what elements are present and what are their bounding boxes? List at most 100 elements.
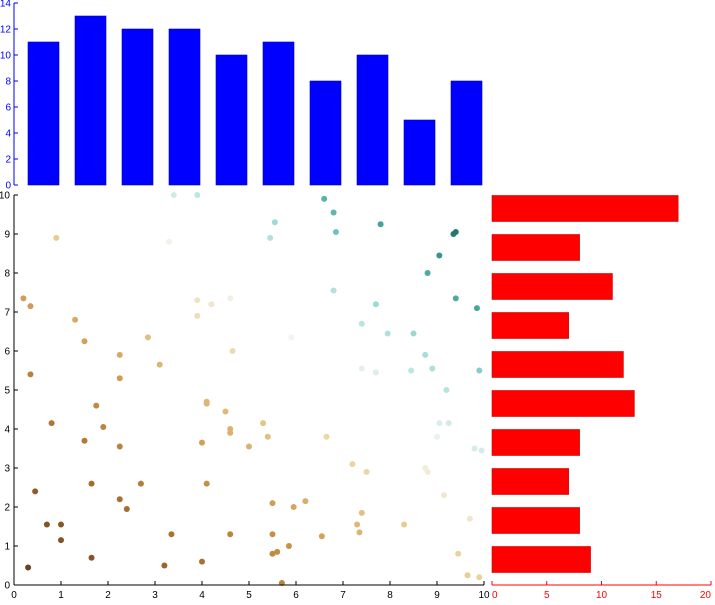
right-histogram-x-tick-label: 15 [651,590,663,600]
scatter-point [441,492,448,499]
right-histogram-bar [491,546,591,573]
top-histogram-y-tick-label: 8 [5,77,11,88]
top-histogram-bar [309,80,342,186]
right-histogram-bar [491,234,580,261]
scatter-point [123,505,130,512]
scatter-point [318,533,325,540]
scatter-point [356,529,363,536]
scatter-point [269,550,276,557]
scatter-point [323,433,330,440]
right-histogram-x-tick-label: 0 [492,590,498,600]
scatter-point [471,445,478,452]
scatter-x-tick-label: 7 [340,590,346,600]
scatter-point [410,330,417,337]
scatter-point [32,488,39,495]
scatter-point [43,521,50,528]
right-histogram-bar [491,429,580,456]
scatter-x-tick-label: 4 [199,590,205,600]
scatter-point [358,365,365,372]
scatter-point [349,461,356,468]
scatter-point [227,295,234,302]
scatter-point [116,351,123,358]
scatter-point [81,338,88,345]
top-histogram-bar [450,80,483,186]
scatter-x-tick-label: 9 [434,590,440,600]
scatter-x-tick-label: 8 [387,590,393,600]
top-histogram-y-tick-label: 2 [5,155,11,166]
scatter-point [321,195,328,202]
scatter-point [285,543,292,549]
scatter-point [354,521,361,528]
right-histogram-bar [491,312,569,339]
scatter-point [161,562,168,569]
scatter-point [222,408,229,415]
scatter-y-tick-label: 6 [4,347,10,358]
scatter-point [100,424,107,431]
right-histogram-x-tick-label: 20 [700,590,712,600]
scatter-point [53,234,60,241]
scatter-point [203,480,210,487]
scatter-point [436,420,443,427]
top-histogram-bar [74,15,107,186]
scatter-point [170,192,177,198]
scatter-point [452,229,459,236]
right-histogram-bar [491,195,679,222]
scatter-point [372,369,379,376]
scatter-point [144,334,151,341]
scatter-point [424,270,431,276]
top-histogram-bar [27,41,60,186]
scatter-point [269,500,276,507]
top-histogram-y-tick-label: 6 [5,103,11,114]
right-histogram-bar [491,507,580,534]
top-histogram-y-tick-label: 0 [5,181,11,192]
scatter-y-tick-label: 2 [4,503,10,514]
scatter-point [227,429,234,436]
scatter-point [27,371,34,378]
scatter-point [88,480,95,487]
scatter-plot: 0 1 2 3 4 5 6 7 8 9 10 0 1 2 3 4 5 6 7 8 9 10 [0,191,490,602]
scatter-point [58,521,64,528]
top-histogram-y-tick-label: 12 [0,25,11,36]
top-histogram-bar [356,54,389,186]
scatter-point [246,443,252,450]
right-histogram-bar [491,390,635,417]
scatter-point [422,351,429,358]
scatter-point [194,297,201,304]
scatter-point [436,252,443,259]
scatter-x-tick-label: 1 [58,590,64,600]
top-histogram-bar [121,28,154,186]
scatter-point [443,387,450,393]
scatter-point [166,238,173,245]
scatter-point [93,402,100,409]
scatter-x-tick-label: 6 [293,590,299,600]
scatter-x-tick-label: 10 [478,590,490,600]
scatter-point [269,531,276,538]
scatter-point [452,295,459,302]
right-histogram: 0 5 10 15 20 [491,195,712,601]
right-histogram-bar [491,351,624,378]
scatter-point [260,420,267,427]
top-histogram: 0 2 4 6 8 10 12 14 [0,0,483,192]
right-histogram-x-tick-label: 10 [596,590,608,600]
scatter-x-tick-label: 0 [11,590,17,600]
scatter-point [116,496,123,503]
scatter-point [227,531,234,538]
top-histogram-y-tick-label: 4 [5,129,11,140]
scatter-point [332,229,339,236]
scatter-y-tick-label: 9 [4,230,10,241]
scatter-y-tick-label: 4 [4,425,10,436]
scatter-point [372,301,379,308]
scatter-point [137,480,144,487]
scatter-point [478,447,485,454]
scatter-point [330,287,337,294]
scatter-point [476,367,483,374]
scatter-point [473,305,480,312]
scatter-point [302,498,309,505]
scatter-point [330,209,337,216]
scatter-point [464,572,471,579]
scatter-y-tick-label: 0 [4,581,10,592]
scatter-point [27,303,34,310]
scatter-point [81,437,88,444]
